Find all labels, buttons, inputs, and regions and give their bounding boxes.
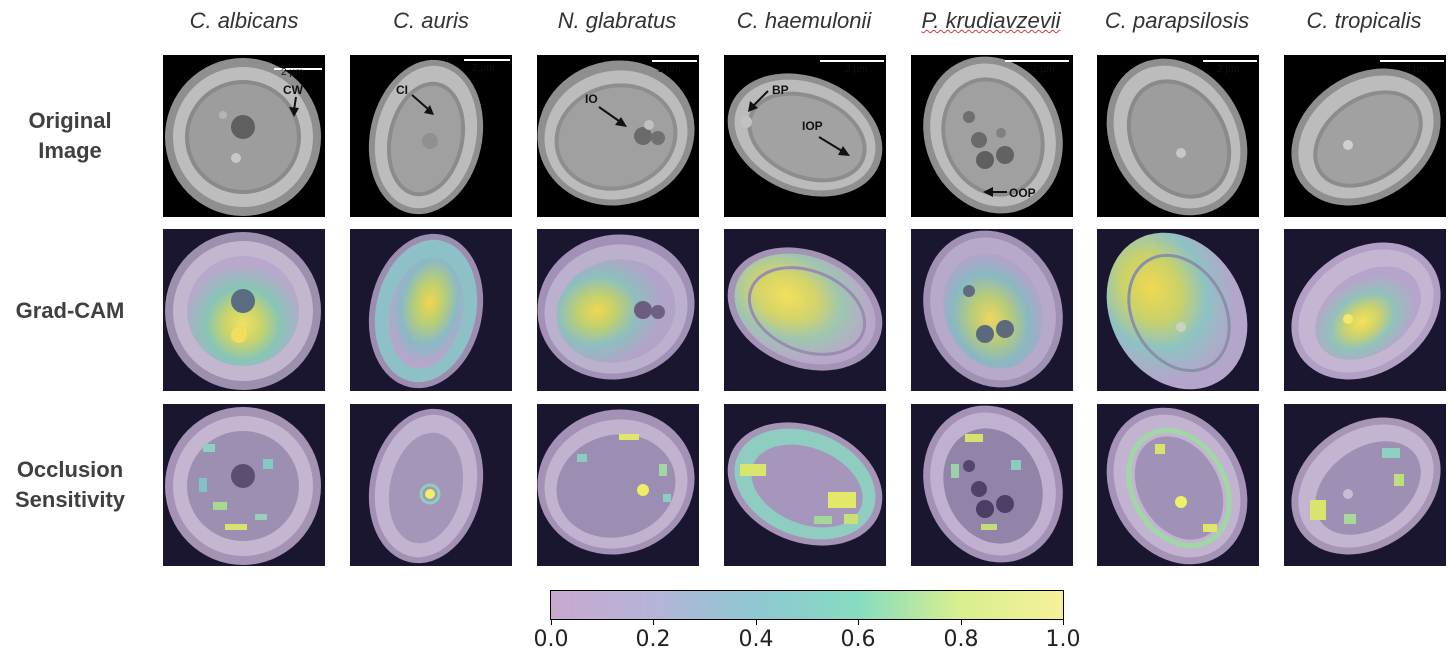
scale-bar-label: 2 µm — [281, 67, 303, 78]
row-label-original-line2: Image — [38, 138, 102, 163]
annotation-oop: OOP — [1009, 186, 1036, 200]
colorbar-tick-mark — [653, 619, 654, 625]
column-title-c-haemulonii: C. haemulonii — [736, 8, 872, 33]
row-label-occlusion-line1: Occlusion — [16, 457, 124, 482]
gradcam-c-albicans — [163, 229, 325, 391]
colorbar-gradient — [550, 590, 1064, 620]
colorbar-tick-mark — [961, 619, 962, 625]
colorbar-tick-label: 1.0 — [1045, 627, 1081, 652]
column-title-c-albicans: C. albicans — [189, 8, 299, 33]
scale-bar-label: 2 µm — [845, 64, 867, 75]
row-label-gradcam-line1: Grad-CAM — [15, 298, 125, 323]
gradcam-c-haemulonii — [724, 229, 886, 391]
scale-bar-label: 2 µm — [472, 63, 494, 74]
annotation-bp: BP — [772, 83, 789, 97]
row-label-occlusion-line2: Sensitivity — [14, 487, 126, 512]
occlusion-c-albicans — [163, 404, 325, 566]
column-title-n-glabratus: N. glabratus — [557, 8, 677, 33]
colorbar-tick-mark — [551, 619, 552, 625]
colorbar-tick-mark — [1063, 619, 1064, 625]
annotation-cw: CW — [283, 83, 304, 97]
colorbar: 0.0 0.2 0.4 0.6 0.8 1.0 — [534, 590, 1081, 660]
original-image-c-auris: 2 µm CI — [350, 55, 512, 217]
gradcam-c-parapsilosis — [1097, 229, 1259, 391]
occlusion-p-krudiavzevii — [911, 404, 1073, 566]
original-image-c-haemulonii: 2 µm BP IOP — [724, 55, 886, 217]
colorbar-tick-label: 0.2 — [635, 627, 671, 652]
colorbar-tick-label: 0.6 — [840, 627, 876, 652]
row-label-grad-cam: Grad-CAM — [0, 296, 140, 326]
annotation-io: IO — [585, 92, 598, 106]
row-label-original-line1: Original — [28, 108, 112, 133]
original-image-c-tropicalis: 2 µm — [1284, 55, 1446, 217]
colorbar-tick-mark — [756, 619, 757, 625]
colorbar-tick-label: 0.0 — [533, 627, 569, 652]
colorbar-tick-mark — [858, 619, 859, 625]
column-title-p-krudiavzevii: P. krudiavzevii — [921, 8, 1061, 33]
scale-bar-label: 2 µm — [658, 64, 680, 75]
gradcam-c-tropicalis — [1284, 229, 1446, 391]
gradcam-n-glabratus — [537, 229, 699, 391]
gradcam-c-auris — [350, 229, 512, 391]
original-image-p-krudiavzevii: 2 µm OOP — [911, 55, 1073, 217]
annotation-iop: IOP — [802, 119, 823, 133]
occlusion-c-auris — [350, 404, 512, 566]
occlusion-c-tropicalis — [1284, 404, 1446, 566]
gradcam-p-krudiavzevii — [911, 229, 1073, 391]
original-image-c-albicans: 2 µm CW — [163, 55, 325, 217]
scale-bar-label: 2 µm — [1405, 64, 1427, 75]
column-title-c-tropicalis: C. tropicalis — [1306, 8, 1422, 33]
colorbar-tick-label: 0.4 — [738, 627, 774, 652]
annotation-ci: CI — [396, 83, 408, 97]
row-label-occlusion-sensitivity: Occlusion Sensitivity — [0, 455, 140, 515]
scale-bar-label: 2 µm — [1032, 64, 1054, 75]
column-title-c-auris: C. auris — [393, 8, 469, 33]
occlusion-c-haemulonii — [724, 404, 886, 566]
occlusion-n-glabratus — [537, 404, 699, 566]
scale-bar-label: 2 µm — [1217, 64, 1239, 75]
column-title-c-parapsilosis: C. parapsilosis — [1104, 8, 1250, 33]
original-image-n-glabratus: 2 µm IO — [537, 55, 699, 217]
occlusion-c-parapsilosis — [1097, 404, 1259, 566]
row-label-original-image: Original Image — [0, 106, 140, 166]
original-image-c-parapsilosis: 2 µm — [1097, 55, 1259, 217]
colorbar-tick-label: 0.8 — [943, 627, 979, 652]
